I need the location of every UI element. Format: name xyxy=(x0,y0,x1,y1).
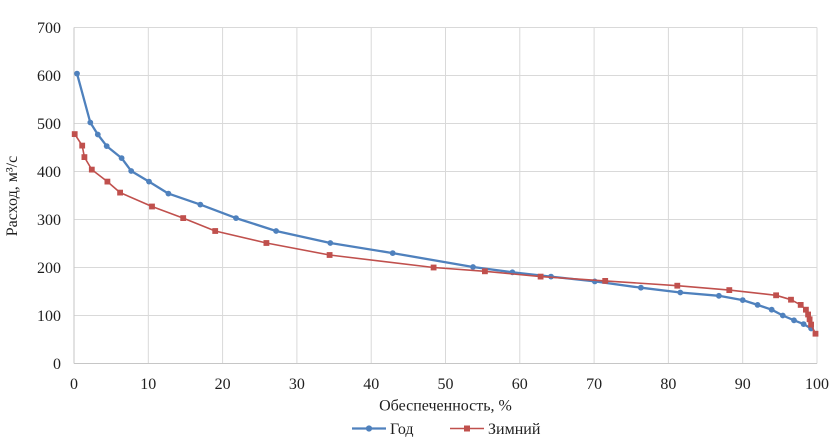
series-marker-square xyxy=(79,142,86,149)
series-marker-circle xyxy=(677,289,684,296)
x-axis-tick-label: 20 xyxy=(215,376,231,393)
series-marker-circle xyxy=(197,201,204,208)
series-marker-circle xyxy=(779,312,786,319)
legend: Год Зимний xyxy=(352,421,541,438)
y-axis-tick-label: 300 xyxy=(37,212,61,229)
series-marker-square xyxy=(726,287,733,293)
legend-item-zimniy: Зимний xyxy=(450,421,541,438)
series-marker-circle xyxy=(716,292,722,299)
y-axis-tick-label: 200 xyxy=(37,260,61,277)
series-marker-circle xyxy=(768,306,775,313)
series-marker-circle xyxy=(754,302,761,308)
series-marker-circle xyxy=(327,240,334,246)
y-axis-title: Расход, м³/с xyxy=(4,156,21,236)
x-axis-tick-label: 40 xyxy=(363,376,379,393)
gridlines xyxy=(73,27,818,364)
series-marker-circle xyxy=(87,119,94,126)
series-marker-square xyxy=(430,264,437,271)
series-marker-square xyxy=(104,178,111,185)
x-axis-tick-label: 100 xyxy=(805,376,829,393)
legend-item-god: Год xyxy=(352,421,414,438)
series-marker-square xyxy=(326,252,333,258)
series-marker-square xyxy=(180,215,187,221)
series-marker-square xyxy=(212,228,219,234)
series-marker-circle xyxy=(118,155,125,162)
series-line-god xyxy=(75,72,813,330)
y-axis-tick-label: 100 xyxy=(37,308,61,325)
series xyxy=(71,70,819,337)
x-axis-tick-label: 80 xyxy=(660,376,676,393)
series-marker-circle xyxy=(128,168,135,174)
series-marker-square xyxy=(602,278,609,284)
tick-labels: 0 100 200 300 400 500 600 700 0 10 20 30 40 50 60 70 80 9… xyxy=(37,20,829,393)
series-marker-square xyxy=(149,203,155,210)
legend-label: Год xyxy=(390,421,414,438)
x-axis-tick-label: 50 xyxy=(438,376,454,393)
series-marker-circle xyxy=(791,317,797,324)
y-axis-tick-label: 0 xyxy=(53,356,61,373)
series-marker-circle xyxy=(638,284,644,291)
series-marker-square xyxy=(797,302,804,308)
legend-marker-square xyxy=(464,425,470,432)
series-marker-square xyxy=(805,311,811,318)
axes xyxy=(73,27,817,364)
legend-marker-circle xyxy=(365,425,373,432)
y-axis-tick-label: 400 xyxy=(37,164,61,181)
y-axis-tick-label: 600 xyxy=(37,68,61,85)
series-marker-circle xyxy=(800,321,807,327)
series-marker-circle xyxy=(94,131,101,138)
series-marker-square xyxy=(71,131,78,137)
series-marker-circle xyxy=(273,228,279,234)
legend-label: Зимний xyxy=(488,421,541,438)
x-axis-tick-label: 30 xyxy=(289,376,305,393)
series-marker-circle xyxy=(470,264,476,270)
x-axis-tick-label: 60 xyxy=(512,376,528,393)
x-axis-tick-label: 90 xyxy=(735,376,751,393)
series-marker-square xyxy=(806,316,813,323)
series-marker-circle xyxy=(146,178,152,185)
series-marker-square xyxy=(263,240,270,246)
series-marker-square xyxy=(773,292,779,299)
series-marker-circle xyxy=(74,70,80,77)
series-marker-square xyxy=(482,268,488,275)
series-marker-square xyxy=(117,189,123,196)
series-marker-circle xyxy=(103,143,110,150)
y-axis-tick-label: 500 xyxy=(37,116,61,133)
series-marker-square xyxy=(788,296,794,303)
y-axis-tick-label: 700 xyxy=(37,20,61,37)
series-marker-circle xyxy=(389,250,396,256)
series-marker-square xyxy=(81,154,88,160)
series-marker-square xyxy=(812,330,819,337)
x-axis-tick-label: 0 xyxy=(70,376,78,393)
x-axis-tick-label: 10 xyxy=(140,376,156,393)
axis-titles: Обеспеченность, % Расход, м³/с xyxy=(4,156,512,415)
x-axis-title: Обеспеченность, % xyxy=(379,398,512,415)
series-marker-square xyxy=(674,282,681,289)
series-marker-circle xyxy=(739,297,746,303)
series-marker-square xyxy=(88,166,95,173)
series-marker-circle xyxy=(233,215,239,222)
series-marker-square xyxy=(808,321,814,328)
series-marker-square xyxy=(537,273,544,280)
series-marker-circle xyxy=(165,190,172,197)
x-axis-tick-label: 70 xyxy=(586,376,602,393)
series-marker-square xyxy=(803,306,809,313)
